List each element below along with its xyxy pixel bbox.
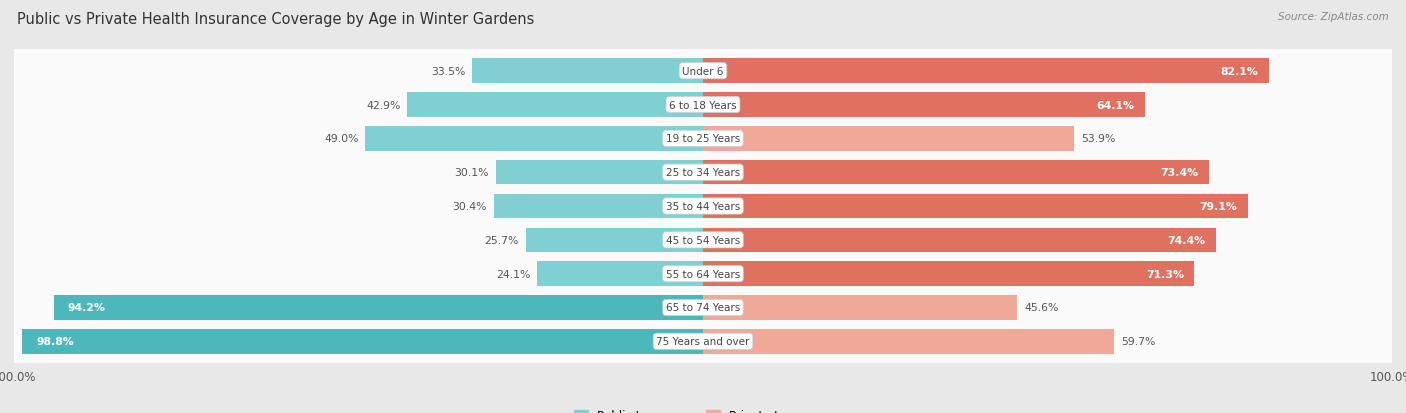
Text: Source: ZipAtlas.com: Source: ZipAtlas.com (1278, 12, 1389, 22)
FancyBboxPatch shape (13, 311, 1393, 373)
FancyBboxPatch shape (13, 277, 1393, 339)
Text: 49.0%: 49.0% (323, 134, 359, 144)
Bar (703, 93, 1144, 117)
Text: 6 to 18 Years: 6 to 18 Years (669, 100, 737, 110)
Bar (408, 93, 703, 117)
FancyBboxPatch shape (13, 176, 1393, 237)
Text: 79.1%: 79.1% (1199, 202, 1237, 211)
FancyBboxPatch shape (13, 40, 1393, 102)
Bar (472, 59, 703, 84)
Text: 59.7%: 59.7% (1121, 337, 1156, 347)
Text: 35 to 44 Years: 35 to 44 Years (666, 202, 740, 211)
FancyBboxPatch shape (13, 142, 1393, 204)
Text: 45 to 54 Years: 45 to 54 Years (666, 235, 740, 245)
Bar (494, 195, 703, 218)
Text: 94.2%: 94.2% (67, 303, 105, 313)
Text: 30.4%: 30.4% (453, 202, 486, 211)
FancyBboxPatch shape (13, 108, 1393, 170)
Text: 53.9%: 53.9% (1081, 134, 1115, 144)
Text: 45.6%: 45.6% (1024, 303, 1059, 313)
Text: Under 6: Under 6 (682, 66, 724, 76)
Bar (703, 127, 1074, 151)
Text: 42.9%: 42.9% (366, 100, 401, 110)
Text: 71.3%: 71.3% (1146, 269, 1184, 279)
Bar (703, 262, 1194, 286)
Text: 82.1%: 82.1% (1220, 66, 1258, 76)
Bar (703, 329, 1115, 354)
Bar (537, 262, 703, 286)
FancyBboxPatch shape (13, 209, 1393, 271)
Text: 65 to 74 Years: 65 to 74 Years (666, 303, 740, 313)
Bar (703, 228, 1216, 252)
Text: 75 Years and over: 75 Years and over (657, 337, 749, 347)
Bar (53, 296, 703, 320)
Bar (703, 195, 1249, 218)
Text: 24.1%: 24.1% (496, 269, 530, 279)
Text: 25 to 34 Years: 25 to 34 Years (666, 168, 740, 178)
Bar (366, 127, 703, 151)
Text: 73.4%: 73.4% (1160, 168, 1198, 178)
Text: 55 to 64 Years: 55 to 64 Years (666, 269, 740, 279)
Text: 19 to 25 Years: 19 to 25 Years (666, 134, 740, 144)
Text: 30.1%: 30.1% (454, 168, 489, 178)
Text: 25.7%: 25.7% (485, 235, 519, 245)
Bar (496, 161, 703, 185)
Bar (703, 59, 1268, 84)
Text: 74.4%: 74.4% (1167, 235, 1205, 245)
Text: 33.5%: 33.5% (432, 66, 465, 76)
Bar (703, 296, 1017, 320)
Bar (526, 228, 703, 252)
Bar (703, 161, 1209, 185)
Text: 64.1%: 64.1% (1097, 100, 1135, 110)
Bar (22, 329, 703, 354)
Text: Public vs Private Health Insurance Coverage by Age in Winter Gardens: Public vs Private Health Insurance Cover… (17, 12, 534, 27)
Text: 98.8%: 98.8% (37, 337, 75, 347)
Legend: Public Insurance, Private Insurance: Public Insurance, Private Insurance (569, 404, 837, 413)
FancyBboxPatch shape (13, 74, 1393, 136)
FancyBboxPatch shape (13, 243, 1393, 305)
